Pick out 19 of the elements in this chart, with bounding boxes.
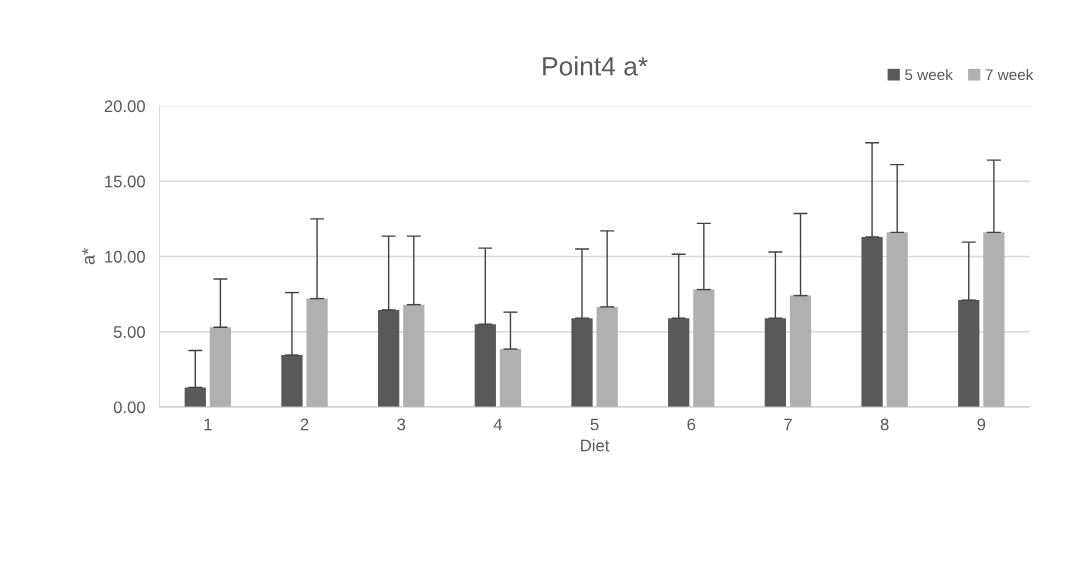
x-tick-label: 4 bbox=[493, 418, 503, 431]
x-tick-label: 2 bbox=[300, 418, 309, 431]
y-tick-label: 15.00 bbox=[105, 175, 145, 188]
x-axis-title: Diet bbox=[581, 439, 610, 452]
y-tick-label: 10.00 bbox=[105, 250, 145, 263]
x-tick-label: 7 bbox=[784, 418, 792, 431]
chart-title: Point4 a* bbox=[543, 56, 648, 76]
x-tick-label: 1 bbox=[204, 418, 212, 431]
legend-label: 5 week bbox=[905, 68, 953, 81]
x-tick-label: 6 bbox=[687, 418, 696, 431]
y-axis-title: a* bbox=[82, 248, 95, 265]
x-tick-label: 3 bbox=[397, 418, 406, 431]
y-tick-label: 0.00 bbox=[113, 401, 145, 414]
x-tick-label: 8 bbox=[880, 418, 889, 431]
legend-label: 7 week bbox=[985, 68, 1034, 81]
x-tick-label: 5 bbox=[590, 418, 599, 431]
x-tick-label: 9 bbox=[977, 418, 986, 431]
y-tick-label: 5.00 bbox=[113, 326, 145, 338]
y-tick-label: 20.00 bbox=[104, 100, 145, 113]
